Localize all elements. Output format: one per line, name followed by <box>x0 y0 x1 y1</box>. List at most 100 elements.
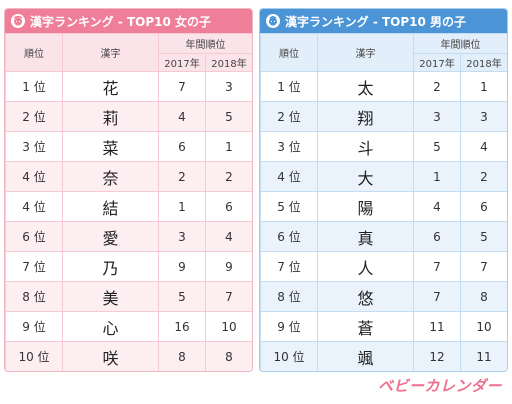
kanji-cell: 奈 <box>62 161 159 192</box>
rank-cell: 6 位 <box>5 221 63 252</box>
kanji-column-header: 漢字 <box>317 33 414 72</box>
rank-2018-cell: 4 <box>460 131 507 162</box>
kanji-cell: 蒼 <box>317 311 414 342</box>
rank-cell: 5 位 <box>260 191 318 222</box>
year-2018-header: 2018年 <box>460 53 507 72</box>
rank-cell: 3 位 <box>5 131 63 162</box>
rank-2017-cell: 7 <box>158 71 206 102</box>
rank-2017-cell: 9 <box>158 251 206 282</box>
rank-2017-cell: 7 <box>413 281 461 312</box>
boys-ranking-panel: 漢字ランキング - TOP10 男の子 順位 漢字 年間順位 2017年 201… <box>259 8 508 372</box>
kanji-cell: 大 <box>317 161 414 192</box>
rank-cell: 7 位 <box>260 251 318 282</box>
rank-2018-cell: 7 <box>460 251 507 282</box>
rank-2018-cell: 10 <box>460 311 507 342</box>
kanji-cell: 斗 <box>317 131 414 162</box>
rank-2018-cell: 1 <box>205 131 252 162</box>
kanji-cell: 乃 <box>62 251 159 282</box>
kanji-cell: 陽 <box>317 191 414 222</box>
boys-panel-header: 漢字ランキング - TOP10 男の子 <box>260 9 507 33</box>
kanji-cell: 咲 <box>62 341 159 371</box>
rank-2018-cell: 2 <box>460 161 507 192</box>
rank-column-header: 順位 <box>5 33 63 72</box>
rank-cell: 7 位 <box>5 251 63 282</box>
rank-cell: 1 位 <box>5 71 63 102</box>
rank-2017-cell: 1 <box>413 161 461 192</box>
kanji-cell: 翔 <box>317 101 414 132</box>
annual-rank-group-header: 年間順位 <box>413 33 507 54</box>
rank-2017-cell: 4 <box>413 191 461 222</box>
rank-2017-cell: 12 <box>413 341 461 371</box>
rank-2017-cell: 5 <box>158 281 206 312</box>
rank-2018-cell: 5 <box>205 101 252 132</box>
rank-2018-cell: 1 <box>460 71 507 102</box>
rank-cell: 6 位 <box>260 221 318 252</box>
table-row: 9 位心 16 10 <box>5 311 252 342</box>
rank-2017-cell: 1 <box>158 191 206 222</box>
kanji-cell: 悠 <box>317 281 414 312</box>
rank-cell: 9 位 <box>260 311 318 342</box>
girl-face-icon <box>11 14 25 28</box>
kanji-cell: 心 <box>62 311 159 342</box>
rank-2017-cell: 6 <box>413 221 461 252</box>
rank-cell: 10 位 <box>260 341 318 371</box>
kanji-cell: 美 <box>62 281 159 312</box>
year-2018-header: 2018年 <box>205 53 252 72</box>
rank-2017-cell: 5 <box>413 131 461 162</box>
rank-2017-cell: 11 <box>413 311 461 342</box>
kanji-cell: 花 <box>62 71 159 102</box>
rank-2018-cell: 3 <box>460 101 507 132</box>
kanji-cell: 莉 <box>62 101 159 132</box>
annual-rank-group-header: 年間順位 <box>158 33 252 54</box>
boys-panel-title: 漢字ランキング - TOP10 男の子 <box>285 14 467 29</box>
table-row: 9 位蒼 11 10 <box>260 311 507 342</box>
kanji-cell: 人 <box>317 251 414 282</box>
rank-column-header: 順位 <box>260 33 318 72</box>
rank-2018-cell: 9 <box>205 251 252 282</box>
rank-2017-cell: 2 <box>413 71 461 102</box>
baby-calendar-logo: ベビーカレンダー <box>377 377 502 395</box>
rank-2018-cell: 8 <box>205 341 252 371</box>
rank-2017-cell: 3 <box>158 221 206 252</box>
rank-2017-cell: 4 <box>158 101 206 132</box>
rank-2018-cell: 10 <box>205 311 252 342</box>
rank-2018-cell: 7 <box>205 281 252 312</box>
rank-2017-cell: 6 <box>158 131 206 162</box>
girls-ranking-panel: 漢字ランキング - TOP10 女の子 順位 漢字 年間順位 2017年 201… <box>4 8 253 372</box>
rank-2018-cell: 11 <box>460 341 507 371</box>
rank-2017-cell: 16 <box>158 311 206 342</box>
boy-face-icon <box>266 14 280 28</box>
rank-cell: 8 位 <box>5 281 63 312</box>
rank-2018-cell: 8 <box>460 281 507 312</box>
rank-2017-cell: 2 <box>158 161 206 192</box>
kanji-cell: 真 <box>317 221 414 252</box>
table-row: 10 位颯 12 11 <box>260 341 507 371</box>
rank-2017-cell: 7 <box>413 251 461 282</box>
rank-2018-cell: 4 <box>205 221 252 252</box>
rank-2018-cell: 5 <box>460 221 507 252</box>
rank-2017-cell: 3 <box>413 101 461 132</box>
rank-2017-cell: 8 <box>158 341 206 371</box>
girls-panel-header: 漢字ランキング - TOP10 女の子 <box>5 9 252 33</box>
rank-2018-cell: 3 <box>205 71 252 102</box>
kanji-cell: 太 <box>317 71 414 102</box>
kanji-cell: 結 <box>62 191 159 222</box>
rank-cell: 2 位 <box>260 101 318 132</box>
